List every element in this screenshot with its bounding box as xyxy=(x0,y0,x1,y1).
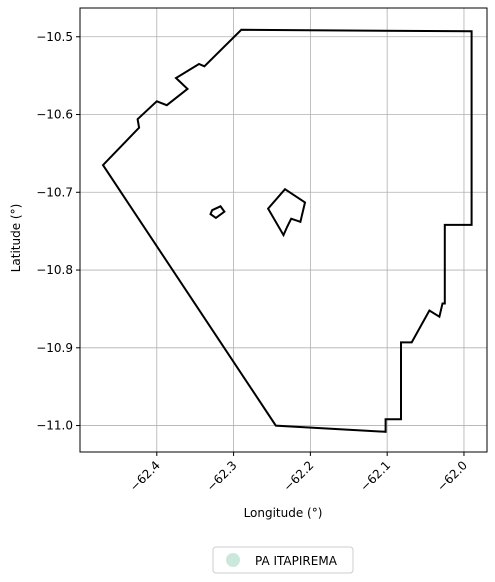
y-axis-label: Latitude (°) xyxy=(9,204,23,273)
boundary-polygon xyxy=(209,205,226,220)
y-tick-label: −10.5 xyxy=(36,30,73,44)
axes-frame xyxy=(79,7,488,453)
y-tick-label: −10.7 xyxy=(36,185,73,199)
x-axis: −62.4 −62.3 −62.2 −62.1 −62.0 xyxy=(127,452,470,494)
x-axis-label: Longitude (°) xyxy=(244,506,323,520)
x-tick-label: −62.4 xyxy=(127,458,163,494)
x-tick-label: −62.1 xyxy=(357,458,393,494)
x-tick-label: −62.3 xyxy=(204,458,240,494)
y-axis: −10.5 −10.6 −10.7 −10.8 −10.9 −11.0 xyxy=(36,30,80,433)
polygon-layer xyxy=(101,28,473,433)
y-tick-label: −10.6 xyxy=(36,108,73,122)
y-tick-label: −10.9 xyxy=(36,341,73,355)
boundary-polygon xyxy=(101,28,473,433)
legend-box xyxy=(212,546,354,574)
x-tick-label: −62.2 xyxy=(281,458,317,494)
y-tick-label: −10.8 xyxy=(36,263,73,277)
grid-lines xyxy=(80,8,487,452)
legend-label: PA ITAPIREMA xyxy=(255,554,338,568)
legend: PA ITAPIREMA xyxy=(212,546,354,574)
y-tick-label: −11.0 xyxy=(36,419,73,433)
x-tick-label: −62.0 xyxy=(434,458,470,494)
boundary-polygon xyxy=(266,187,307,238)
legend-marker xyxy=(226,553,240,567)
